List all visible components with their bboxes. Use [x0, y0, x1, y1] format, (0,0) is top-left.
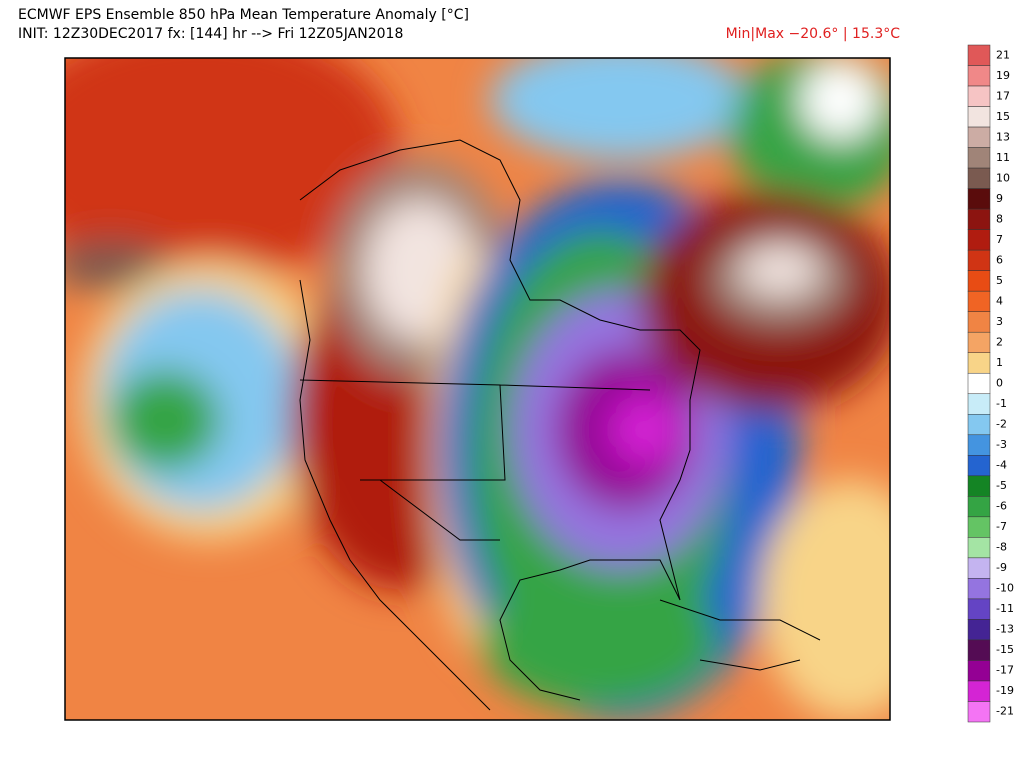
colorbar-label: -17 — [996, 664, 1014, 677]
colorbar-swatch — [967, 106, 991, 128]
colorbar-swatch — [967, 249, 991, 271]
colorbar-label: -11 — [996, 602, 1014, 615]
colorbar-swatch — [967, 516, 991, 538]
colorbar-label: -7 — [996, 520, 1007, 533]
init-line: INIT: 12Z30DEC2017 fx: [144] hr --> Fri … — [18, 26, 403, 42]
colorbar-label: 17 — [996, 89, 1010, 102]
colorbar-label: -8 — [996, 541, 1007, 554]
coastlines — [299, 139, 821, 711]
colorbar-label: -10 — [996, 582, 1014, 595]
colorbar-swatch — [967, 578, 991, 600]
colorbar-label: -1 — [996, 397, 1007, 410]
colorbar-label: 2 — [996, 335, 1003, 348]
colorbar-swatch — [967, 598, 991, 620]
min-max: Min|Max −20.6° | 15.3°C — [726, 26, 901, 42]
map-frame — [64, 57, 891, 721]
colorbar-swatch — [967, 537, 991, 559]
colorbar-swatch — [967, 311, 991, 333]
colorbar-swatch — [967, 660, 991, 682]
colorbar-label: -13 — [996, 623, 1014, 636]
colorbar-swatch — [967, 44, 991, 66]
colorbar-swatch — [967, 455, 991, 477]
colorbar-label: -19 — [996, 684, 1014, 697]
colorbar-swatch — [967, 147, 991, 169]
colorbar-swatch — [967, 85, 991, 107]
colorbar-label: 19 — [996, 69, 1010, 82]
colorbar-label: 10 — [996, 171, 1010, 184]
colorbar-swatch — [967, 557, 991, 579]
colorbar-label: 0 — [996, 377, 1003, 390]
colorbar-swatch — [967, 167, 991, 189]
colorbar-label: 1 — [996, 356, 1003, 369]
colorbar-swatch — [967, 270, 991, 292]
colorbar-label: 5 — [996, 274, 1003, 287]
colorbar-swatch — [967, 619, 991, 641]
colorbar-label: 6 — [996, 253, 1003, 266]
colorbar-swatch — [967, 331, 991, 353]
colorbar-swatch — [967, 434, 991, 456]
colorbar-label: -3 — [996, 438, 1007, 451]
title: ECMWF EPS Ensemble 850 hPa Mean Temperat… — [18, 7, 469, 23]
colorbar-swatch — [967, 229, 991, 251]
colorbar-label: 3 — [996, 315, 1003, 328]
colorbar-swatch — [967, 352, 991, 374]
colorbar: 211917151311109876543210-1-2-3-4-5-6-7-8… — [967, 44, 1014, 723]
colorbar-swatch — [967, 65, 991, 87]
colorbar-swatch — [967, 701, 991, 723]
colorbar-label: 4 — [996, 294, 1003, 307]
colorbar-swatch — [967, 680, 991, 702]
colorbar-label: -4 — [996, 459, 1007, 472]
map — [65, 58, 890, 720]
colorbar-swatch — [967, 639, 991, 661]
colorbar-label: -21 — [996, 705, 1014, 718]
colorbar-label: 9 — [996, 192, 1003, 205]
colorbar-label: 21 — [996, 48, 1010, 61]
colorbar-label: -2 — [996, 418, 1007, 431]
colorbar-swatch — [967, 393, 991, 415]
colorbar-label: -6 — [996, 500, 1007, 513]
colorbar-label: -15 — [996, 643, 1014, 656]
colorbar-label: -5 — [996, 479, 1007, 492]
colorbar-label: 8 — [996, 212, 1003, 225]
colorbar-label: 11 — [996, 151, 1010, 164]
colorbar-swatch — [967, 475, 991, 497]
colorbar-label: 7 — [996, 233, 1003, 246]
colorbar-swatch — [967, 208, 991, 230]
colorbar-label: 15 — [996, 110, 1010, 123]
colorbar-swatch — [967, 126, 991, 148]
colorbar-swatch — [967, 188, 991, 210]
colorbar-label: -9 — [996, 561, 1007, 574]
colorbar-swatch — [967, 496, 991, 518]
colorbar-label: 13 — [996, 130, 1010, 143]
colorbar-swatch — [967, 372, 991, 395]
colorbar-swatch — [967, 290, 991, 312]
colorbar-swatch — [967, 414, 991, 436]
